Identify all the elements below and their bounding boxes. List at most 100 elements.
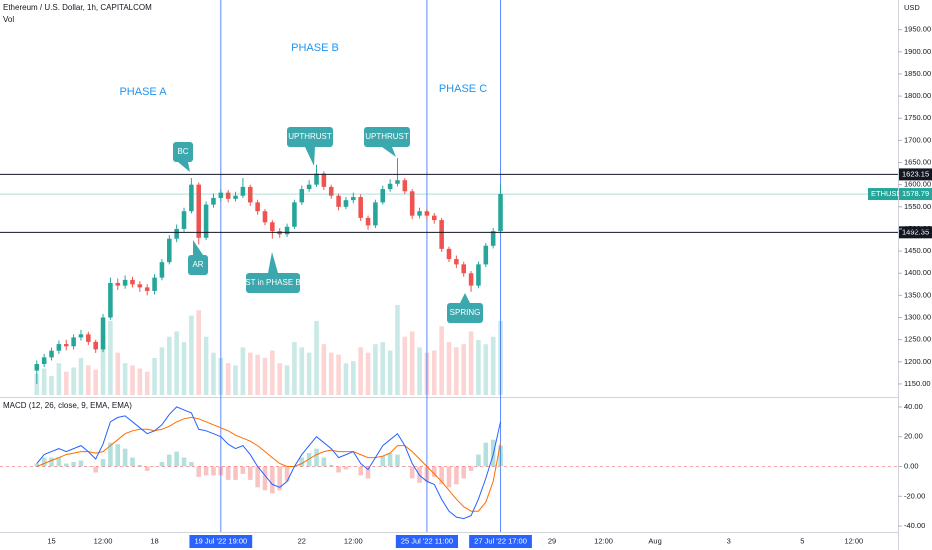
candle-body [115,282,121,286]
volume-bar [86,365,91,395]
candle-body [174,228,179,239]
y-tick-label: 1350.00 [904,290,931,299]
candle-body [343,200,349,207]
macd-layer [0,406,898,520]
histogram-bar [431,466,437,477]
callout-pointer [460,293,470,303]
candle-body [476,264,481,286]
histogram-bar [137,465,143,467]
candle-body [439,220,444,249]
histogram-bar [468,466,474,471]
candle-body [56,344,62,351]
y-tick-label: 1500.00 [904,224,931,233]
callout-box [447,303,483,323]
x-tick-label: 27 Jul '22 17:00 [474,536,527,545]
histogram-bar [41,457,47,467]
histogram-bar [476,454,481,467]
volume-bar [181,342,187,395]
volume-bar [270,350,275,395]
candle-body [306,184,312,190]
histogram-bar [211,466,216,476]
y-tick-label: 1300.00 [904,312,931,321]
volume-bar [395,305,400,395]
callout-box [287,127,333,147]
histogram-bar [395,454,400,467]
candle-body [167,238,172,263]
x-tick-label: 15 [47,536,55,545]
x-tick-label: 12:00 [594,536,613,545]
volume-bar [351,361,356,395]
callout-pointer [305,147,315,166]
volume-bar [284,365,290,395]
candle-body [86,334,91,342]
volume-bar [387,350,393,395]
volume-bar [108,320,113,395]
volume-bar [34,373,40,395]
volume-bar [454,347,459,395]
candle-body [351,197,356,201]
y-tick-label: 1600.00 [904,180,931,189]
histogram-bar [314,448,319,467]
volume-bar [255,354,260,395]
histogram-bar [498,445,503,467]
candle-body [71,337,76,347]
volume-bar [373,344,378,395]
callout-label: SPRING [450,308,481,317]
y-tick-label: 1150.00 [904,379,931,388]
candle-body [137,284,143,288]
histogram-bar [181,457,187,467]
candle-body [152,277,157,291]
volume-bar [292,342,297,395]
candle-body [181,211,187,229]
candle-body [34,364,40,371]
candle-body [409,191,415,216]
histogram-bar [299,457,305,467]
histogram-bar [255,466,260,488]
x-tick-label: Aug [648,536,661,545]
callout: UPTHRUST [364,127,410,157]
x-tick-label: 12:00 [844,536,863,545]
histogram-bar [328,465,334,467]
candle-body [387,183,393,190]
volume-bar [144,371,150,395]
candle-body [130,279,135,285]
volume-bar [314,320,319,395]
callout-label: AR [192,260,203,269]
last-price-tag [899,188,932,201]
phase-label: PHASE C [439,83,487,95]
candle-body [417,211,422,216]
histogram-bar [409,466,415,479]
y-tick-label: 1900.00 [904,47,931,56]
volume-bar [490,336,496,395]
volume-bar [93,369,98,395]
candle-body [483,245,489,265]
callout-label: BC [177,147,188,156]
callout-pointer [382,147,396,157]
y2-tick-label: -20.00 [904,491,925,500]
volume-bar [336,354,341,395]
level-label: 1623.15 [902,169,929,178]
candle-body [461,264,467,274]
volume-bar [196,310,202,395]
volume-bar [431,350,437,395]
y2-tick-label: 40.00 [904,402,923,411]
histogram-bar [233,466,238,480]
histogram-bar [336,466,341,473]
volume-bar [159,347,165,395]
histogram-bar [144,466,150,471]
levels-layer: 1623.15 1492.35 ETHUSD 1578.79 [0,168,932,239]
candle-body [203,204,209,238]
candle-body [144,287,150,291]
histogram-bar [483,442,489,467]
x-tick-label: 22 [298,536,306,545]
histogram-bar [365,466,371,479]
candle-body [373,202,378,226]
volume-bar [233,365,238,395]
volume-bar [152,357,157,395]
candle-body [100,317,106,350]
volume-bar [468,331,474,395]
histogram-bar [93,466,98,473]
volume-bar [137,368,143,395]
volume-bar [240,347,246,395]
volume-bar [41,368,47,395]
